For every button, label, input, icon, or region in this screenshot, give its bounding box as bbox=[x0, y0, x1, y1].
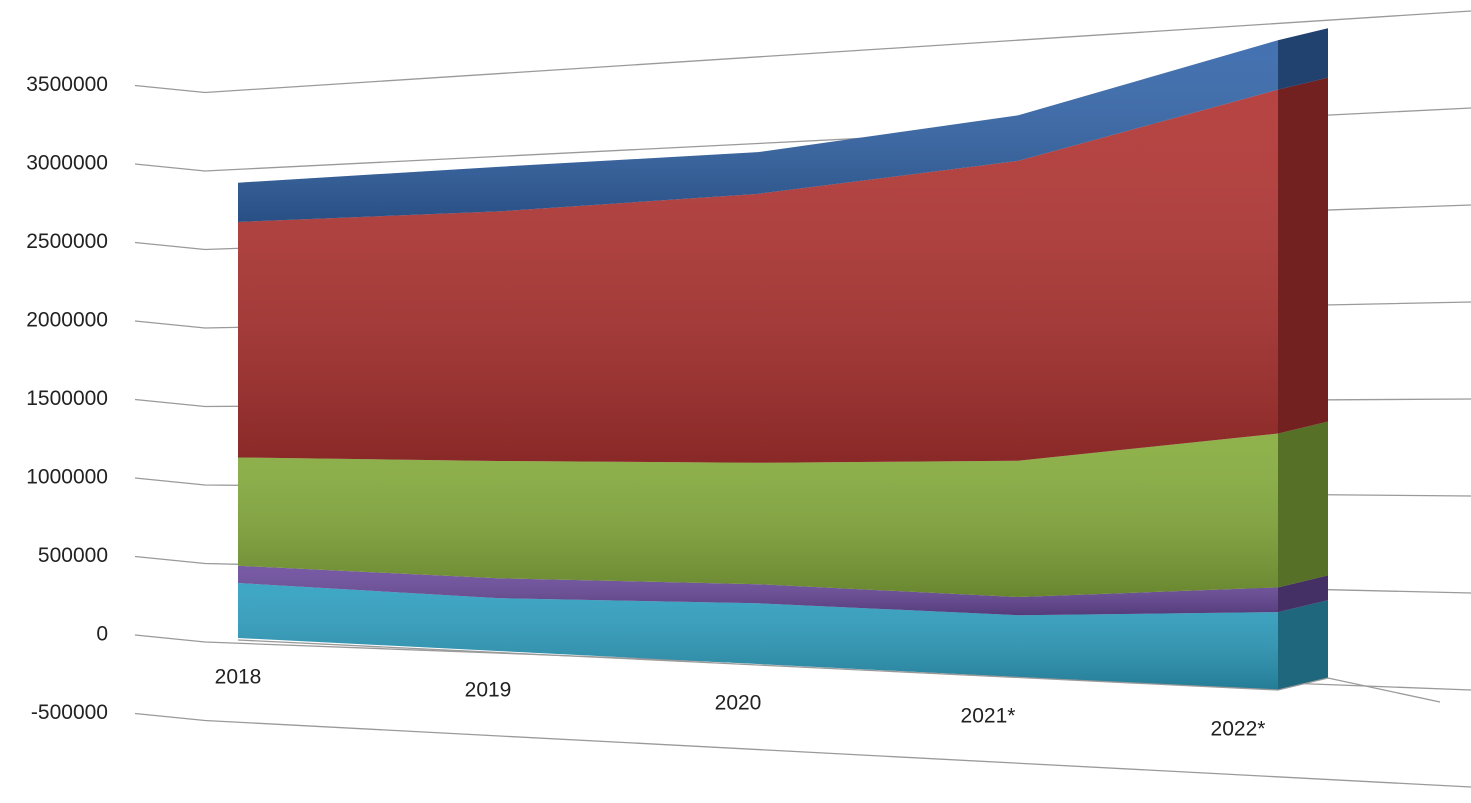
y-tick-label: 1500000 bbox=[26, 387, 108, 410]
area-side bbox=[1278, 421, 1328, 588]
y-tick-label: 3500000 bbox=[26, 73, 108, 96]
x-tick-label: 2021* bbox=[961, 705, 1016, 728]
area-side bbox=[1278, 600, 1328, 690]
floor-line bbox=[237, 639, 1441, 703]
y-tick-label: 500000 bbox=[38, 544, 108, 567]
y-tick-label: -500000 bbox=[31, 701, 108, 724]
area-side bbox=[1278, 575, 1328, 613]
area-shade bbox=[238, 565, 1278, 616]
area-shade bbox=[238, 433, 1278, 598]
area-shade bbox=[238, 89, 1278, 463]
area-side bbox=[1278, 77, 1328, 434]
y-tick-label: 1000000 bbox=[26, 466, 108, 489]
y-tick-label: 2500000 bbox=[26, 230, 108, 253]
y-tick-label: 2000000 bbox=[26, 309, 108, 332]
y-tick-label: 3000000 bbox=[26, 152, 108, 175]
x-tick-label: 2020 bbox=[715, 692, 762, 715]
area-side bbox=[1278, 28, 1328, 90]
x-tick-label: 2018 bbox=[215, 666, 262, 689]
y-tick-label: 0 bbox=[96, 623, 108, 646]
x-tick-label: 2019 bbox=[465, 679, 512, 702]
side-shade bbox=[1278, 421, 1328, 588]
area-shade bbox=[238, 583, 1278, 690]
grid-line bbox=[134, 712, 1471, 788]
x-tick-label: 2022* bbox=[1211, 718, 1266, 741]
side-shade bbox=[1278, 600, 1328, 690]
grid-line bbox=[134, 10, 1471, 94]
area-shade bbox=[238, 40, 1278, 222]
side-shade bbox=[1278, 28, 1328, 90]
side-shade bbox=[1278, 575, 1328, 613]
side-shade bbox=[1278, 77, 1328, 434]
